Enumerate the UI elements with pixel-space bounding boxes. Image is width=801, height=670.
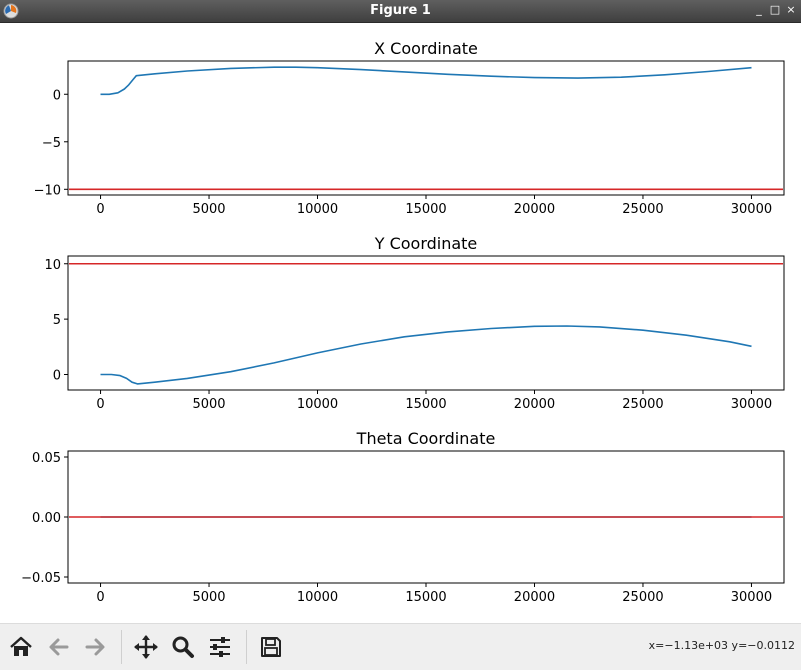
y-tick-label: 0.00 bbox=[32, 511, 61, 526]
x-tick-label: 10000 bbox=[297, 397, 338, 412]
home-icon bbox=[10, 636, 32, 656]
y-tick-label: 0.05 bbox=[32, 451, 61, 466]
zoom-magnifier-icon bbox=[172, 636, 194, 658]
back-arrow-icon bbox=[49, 638, 69, 656]
x-tick-label: 15000 bbox=[405, 397, 446, 412]
x-tick-label: 10000 bbox=[297, 202, 338, 217]
window-title: Figure 1 bbox=[370, 3, 431, 18]
subplot-title: Theta Coordinate bbox=[356, 429, 496, 448]
toolbar-separator bbox=[246, 630, 247, 664]
x-tick-label: 30000 bbox=[731, 202, 772, 217]
subplot-title: X Coordinate bbox=[374, 39, 478, 58]
x-tick-label: 20000 bbox=[514, 590, 555, 605]
navigation-toolbar: x=−1.13e+03 y=−0.0112 bbox=[0, 623, 801, 670]
y-tick-label: 0 bbox=[53, 88, 61, 103]
window-titlebar[interactable]: Figure 1 _ □ × bbox=[0, 0, 801, 23]
x-tick-label: 30000 bbox=[731, 397, 772, 412]
x-tick-label: 25000 bbox=[622, 202, 663, 217]
x-tick-label: 20000 bbox=[514, 202, 555, 217]
x-tick-label: 20000 bbox=[514, 397, 555, 412]
x-tick-label: 0 bbox=[96, 202, 104, 217]
x-tick-label: 10000 bbox=[297, 590, 338, 605]
close-button[interactable]: × bbox=[786, 3, 796, 16]
back-button[interactable] bbox=[44, 632, 74, 662]
subplot-title: Y Coordinate bbox=[374, 234, 478, 253]
y-tick-label: 0 bbox=[53, 368, 61, 383]
y-tick-label: −10 bbox=[34, 183, 61, 198]
data-series-line bbox=[100, 325, 752, 385]
x-tick-label: 5000 bbox=[192, 202, 225, 217]
x-tick-label: 5000 bbox=[192, 590, 225, 605]
pan-button[interactable] bbox=[131, 632, 161, 662]
forward-arrow-icon bbox=[85, 638, 105, 656]
x-tick-label: 15000 bbox=[405, 590, 446, 605]
forward-button[interactable] bbox=[80, 632, 110, 662]
home-button[interactable] bbox=[6, 632, 36, 662]
configure-subplots-button[interactable] bbox=[205, 632, 235, 662]
maximize-button[interactable]: □ bbox=[769, 3, 781, 16]
y-tick-label: −5 bbox=[42, 136, 61, 151]
app-icon bbox=[3, 3, 19, 19]
y-tick-label: 10 bbox=[44, 258, 61, 273]
x-tick-label: 25000 bbox=[622, 397, 663, 412]
x-tick-label: 0 bbox=[96, 590, 104, 605]
minimize-button[interactable]: _ bbox=[756, 3, 762, 16]
x-tick-label: 30000 bbox=[731, 590, 772, 605]
configure-subplots-icon bbox=[210, 637, 230, 657]
save-floppy-icon bbox=[261, 637, 281, 657]
x-tick-label: 5000 bbox=[192, 397, 225, 412]
x-tick-label: 0 bbox=[96, 397, 104, 412]
toolbar-separator bbox=[121, 630, 122, 664]
figure-canvas[interactable]: X Coordinate 0 5000 10000 15000 20000 25000 300… bbox=[0, 23, 801, 623]
x-tick-label: 25000 bbox=[622, 590, 663, 605]
x-tick-label: 15000 bbox=[405, 202, 446, 217]
data-series-line bbox=[100, 66, 752, 96]
y-tick-label: 5 bbox=[53, 313, 61, 328]
y-tick-label: −0.05 bbox=[21, 571, 61, 586]
cursor-coordinate-readout: x=−1.13e+03 y=−0.0112 bbox=[648, 639, 795, 652]
zoom-button[interactable] bbox=[168, 632, 198, 662]
axes-frame bbox=[67, 60, 785, 196]
save-button[interactable] bbox=[256, 632, 286, 662]
axes-frame bbox=[67, 255, 785, 391]
pan-move-icon bbox=[134, 635, 158, 659]
